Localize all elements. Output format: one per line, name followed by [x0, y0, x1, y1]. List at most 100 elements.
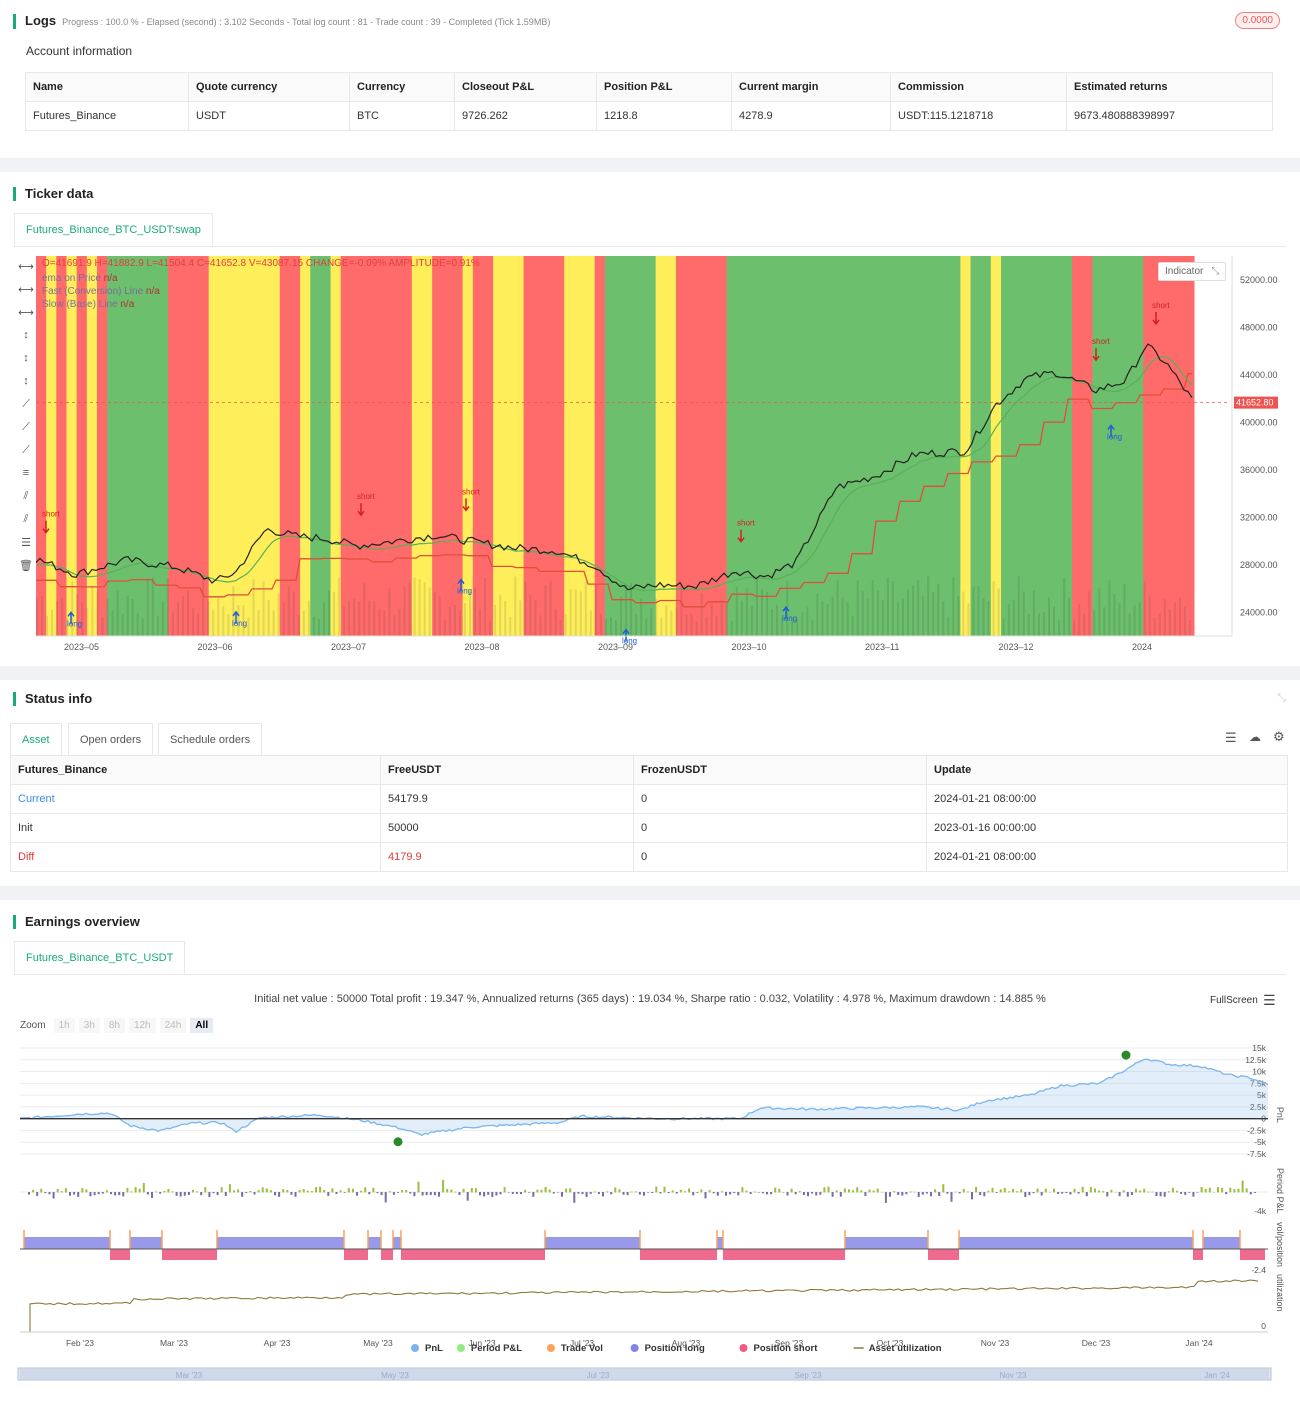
draw-tool-icon[interactable]: ⟷	[18, 307, 34, 319]
volume-bar	[720, 599, 723, 636]
draw-tool-icon[interactable]: ⟋	[22, 398, 30, 410]
zoom-option[interactable]: 1h	[53, 1018, 75, 1033]
signal-arrow	[737, 529, 745, 543]
period-bar	[347, 1188, 350, 1193]
gear-icon[interactable]: ⚙	[1273, 729, 1285, 744]
trend-band	[554, 256, 565, 636]
volume-bar	[901, 598, 904, 636]
earnings-tab[interactable]: Futures_Binance_BTC_USDT	[14, 941, 186, 974]
period-bar	[802, 1192, 805, 1196]
period-bar	[192, 1189, 194, 1193]
volume-bar	[982, 598, 985, 636]
signal-arrow	[357, 503, 365, 517]
period-bar	[663, 1186, 666, 1193]
draw-tool-icon[interactable]: ⟋	[22, 444, 30, 456]
trend-band	[208, 256, 220, 636]
zoom-option[interactable]: 8h	[103, 1018, 125, 1033]
trend-band	[1102, 256, 1114, 636]
period-bar	[708, 1190, 711, 1193]
volume-bar	[569, 589, 572, 636]
volume-bar	[1133, 605, 1136, 636]
draw-tool-icon[interactable]: ⫽	[23, 513, 29, 525]
expand-icon[interactable]: ⤡	[1211, 266, 1220, 277]
draw-tool-icon[interactable]: ⫽	[23, 490, 29, 502]
draw-tool-icon[interactable]: ⟷	[18, 261, 34, 273]
volume-bar	[609, 617, 612, 636]
period-bar	[725, 1192, 727, 1196]
signal-label: long	[457, 587, 472, 596]
zoom-option[interactable]: All	[190, 1018, 214, 1033]
cloud-download-icon[interactable]: ☁	[1249, 730, 1261, 744]
trend-band	[350, 256, 362, 636]
period-bar	[971, 1192, 973, 1200]
trend-band	[188, 256, 200, 636]
volume-bar	[695, 620, 698, 636]
kline-chart[interactable]: short long long short short long long short long…	[36, 254, 1296, 654]
volume-bar	[1093, 610, 1096, 636]
zoom-option[interactable]: 12h	[128, 1018, 156, 1033]
trend-band	[747, 256, 758, 636]
draw-tool-icon[interactable]: ≡	[22, 467, 30, 479]
signal-label: short	[462, 487, 481, 496]
draw-tool-icon[interactable]: ⟷	[18, 284, 34, 296]
month-tick: Feb '23	[66, 1338, 94, 1348]
min-marker	[393, 1137, 403, 1147]
trash-icon[interactable]: 🗑	[19, 560, 33, 572]
price-tick: 48000.00	[1240, 322, 1278, 332]
period-bar	[954, 1191, 957, 1193]
draw-tool-icon[interactable]: ☰	[21, 537, 31, 549]
volume-bar	[987, 601, 990, 636]
draw-tool-icon[interactable]: ↕	[23, 329, 29, 341]
period-bar	[1192, 1192, 1195, 1197]
tab-schedule-orders[interactable]: Schedule orders	[158, 723, 263, 756]
volume-bar	[579, 591, 582, 636]
trend-band	[940, 256, 951, 636]
period-bar	[860, 1190, 863, 1193]
volume-bar	[297, 614, 300, 636]
volume-bar	[1037, 613, 1040, 636]
volume-bar	[182, 596, 185, 636]
fullscreen-button[interactable]: FullScreen	[1210, 995, 1258, 1006]
volume-bar	[267, 599, 270, 636]
date-tick: 2023–11	[865, 642, 899, 652]
period-bar	[306, 1190, 309, 1193]
list-icon[interactable]: ☰	[1225, 730, 1237, 745]
period-bar	[1089, 1187, 1092, 1193]
volume-bar	[891, 581, 894, 636]
logs-progress: Progress : 100.0 % - Elapsed (second) : …	[62, 17, 551, 27]
zoom-option[interactable]: 24h	[159, 1018, 187, 1033]
volume-bar	[876, 590, 879, 636]
volume-bar	[710, 602, 713, 636]
pnl-tick: 10k	[1252, 1067, 1266, 1077]
period-bar	[1188, 1192, 1191, 1193]
earnings-chart[interactable]: 15k 12.5k 10k7.5k 5k 2.5k 0 -2.5k -5k -7.5k PnL -4…	[0, 984, 1300, 1404]
volume-bar	[101, 617, 104, 636]
account-th: Closeout P&L	[454, 72, 597, 102]
draw-tool-icon[interactable]: ⟋	[22, 421, 30, 433]
ticker-tab[interactable]: Futures_Binance_BTC_USDT:swap	[14, 213, 213, 246]
period-bar	[589, 1192, 592, 1194]
draw-tool-icon[interactable]: ↕	[23, 375, 29, 387]
tab-open-orders[interactable]: Open orders	[68, 723, 154, 756]
indicator-button[interactable]: Indicator ⤡	[1158, 262, 1227, 281]
volume-bar	[453, 604, 456, 636]
draw-tool-icon[interactable]: ↕	[23, 352, 29, 364]
period-bar	[315, 1187, 317, 1193]
period-bar	[495, 1192, 498, 1196]
volume-bar	[584, 581, 587, 636]
tab-asset[interactable]: Asset	[10, 723, 62, 756]
volume-bar	[247, 617, 250, 636]
collapse-icon[interactable]: ⤡	[1277, 692, 1286, 704]
period-bar	[187, 1192, 190, 1195]
period-bar	[28, 1192, 30, 1195]
position-long-bar	[1203, 1237, 1240, 1249]
zoom-option[interactable]: 3h	[78, 1018, 100, 1033]
volume-bar	[1017, 576, 1020, 636]
max-marker	[1121, 1050, 1131, 1060]
volume-bar	[207, 600, 210, 636]
period-bar	[638, 1192, 641, 1195]
earnings-title: Earnings overview	[13, 915, 140, 929]
menu-icon[interactable]: ☰	[1263, 992, 1276, 1008]
period-bar	[44, 1192, 47, 1194]
period-bar	[487, 1192, 490, 1195]
